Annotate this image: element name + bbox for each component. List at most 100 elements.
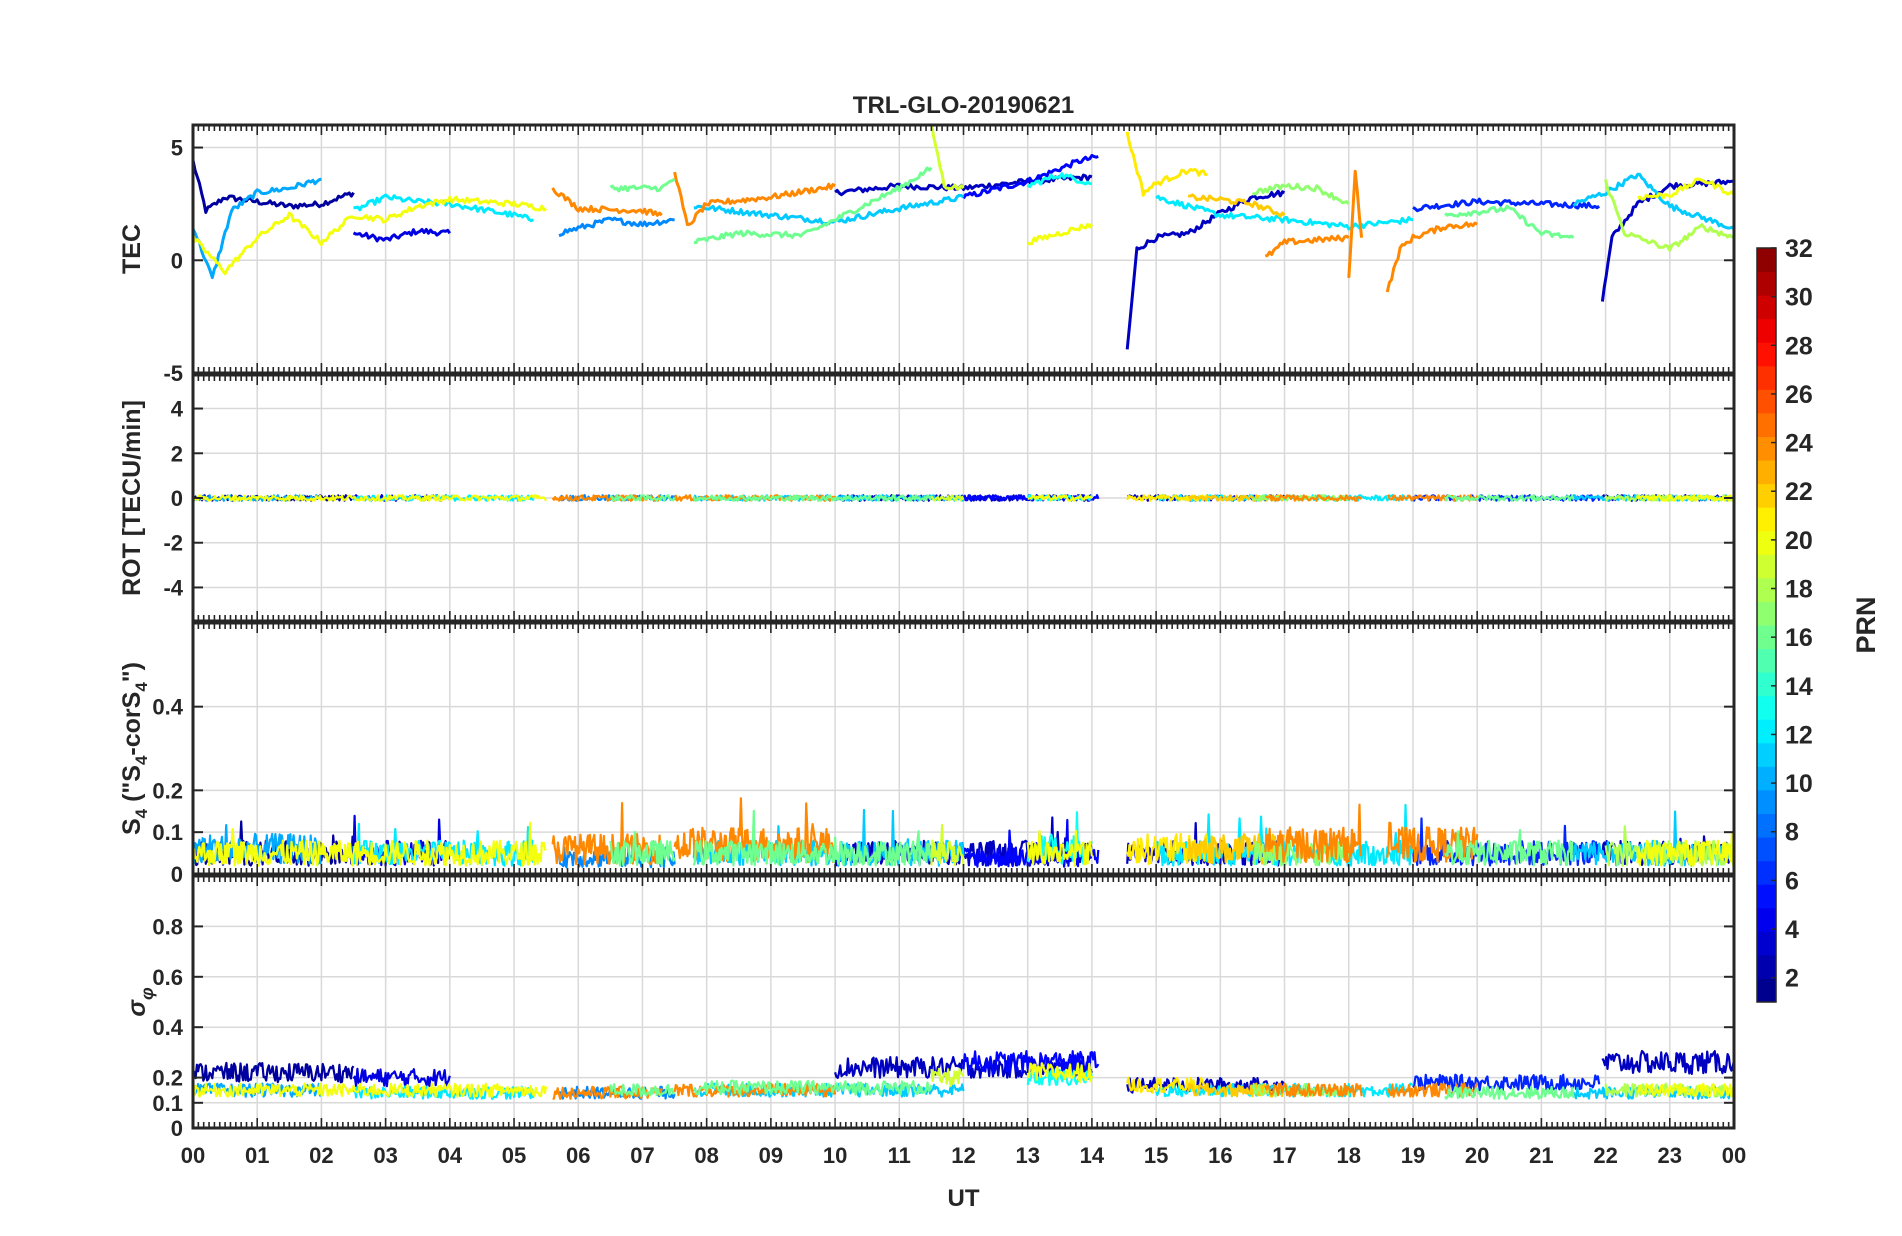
x-tick-label: 16 — [1208, 1143, 1232, 1168]
series-prn-19 — [930, 823, 965, 867]
x-tick-label: 01 — [245, 1143, 269, 1168]
series-prn-24 — [1386, 1082, 1478, 1098]
series-prn-24 — [673, 171, 836, 227]
colorbar-segment — [1757, 907, 1776, 932]
colorbar-segment — [1757, 837, 1776, 862]
series-prn-9 — [558, 216, 675, 238]
series-prn-16 — [1444, 1085, 1575, 1100]
x-tick-label: 02 — [309, 1143, 333, 1168]
series-prn-12 — [1155, 194, 1414, 231]
series-prn-20 — [193, 821, 547, 867]
x-tick-label: 23 — [1658, 1143, 1682, 1168]
colorbar-segment — [1757, 460, 1776, 485]
x-tick-label: 07 — [630, 1143, 654, 1168]
colorbar-label: PRN — [1851, 596, 1881, 653]
colorbar-segment — [1757, 483, 1776, 508]
y-tick-label: -5 — [163, 361, 183, 386]
colorbar-segment — [1757, 884, 1776, 909]
series-prn-24 — [1264, 234, 1350, 258]
series-prn-20 — [1636, 1082, 1734, 1098]
y-tick-label: 2 — [171, 441, 183, 466]
colorbar-tick-label: 20 — [1785, 527, 1813, 555]
series-prn-3 — [1126, 1076, 1286, 1094]
x-tick-label: 21 — [1529, 1143, 1553, 1168]
series-prn-16 — [692, 494, 933, 502]
series-prn-16 — [693, 166, 933, 245]
colorbar: 32 30 28 26 24 22 20 18 16 14 12 10 8 6 4 2 PRN — [1756, 235, 1881, 1003]
y-tick-label: -4 — [163, 575, 183, 600]
colorbar-tick-label: 12 — [1785, 721, 1813, 749]
series-prn-17 — [1252, 182, 1350, 205]
series-prn-24 — [551, 187, 663, 217]
colorbar-tick-label: 14 — [1785, 673, 1813, 701]
colorbar-segment — [1757, 813, 1776, 838]
colorbar-segment — [1757, 601, 1776, 626]
series-prn-21 — [1125, 131, 1208, 197]
series-prn-16 — [693, 1079, 933, 1096]
y-tick-label: 0.4 — [152, 1015, 183, 1040]
colorbar-tick-label: 16 — [1785, 624, 1813, 652]
series-prn-24 — [1347, 803, 1363, 863]
data-traces — [193, 125, 1734, 350]
colorbar-tick-label: 22 — [1785, 478, 1813, 506]
chart-title: TRL-GLO-20190621 — [853, 92, 1074, 119]
y-tick-label: 0.1 — [152, 820, 183, 845]
series-prn-20 — [1637, 177, 1734, 201]
series-prn-3 — [1125, 189, 1286, 350]
series-prn-6 — [1412, 1073, 1601, 1092]
y-tick-label: 0.6 — [152, 965, 183, 990]
data-traces — [193, 1049, 1734, 1101]
series-prn-24 — [1264, 1082, 1350, 1098]
series-prn-4 — [352, 1067, 451, 1088]
colorbar-tick-label: 26 — [1785, 381, 1813, 409]
colorbar-tick-label: 24 — [1785, 430, 1813, 458]
series-prn-24 — [1264, 826, 1350, 864]
colorbar-tick-label: 8 — [1785, 819, 1799, 847]
series-prn-24 — [551, 801, 663, 866]
series-prn-20 — [1026, 1062, 1093, 1084]
colorbar-segment — [1757, 695, 1776, 720]
panel-rot: 4 2 0 -2 -4 ROT [TECU/min] — [118, 373, 1736, 623]
colorbar-tick-label: 10 — [1785, 770, 1813, 798]
x-tick-label: 10 — [823, 1143, 847, 1168]
series-prn-13 — [1026, 172, 1092, 189]
y-tick-label: 0.2 — [152, 1066, 183, 1091]
series-prn-5 — [962, 153, 1099, 200]
y-tick-label: 0 — [171, 248, 183, 273]
colorbar-segment — [1757, 365, 1776, 390]
y-axis-label-sigma: σφ — [123, 987, 157, 1017]
colorbar-tick-label: 6 — [1785, 867, 1799, 895]
series-prn-24 — [551, 494, 663, 502]
series-prn-20 — [193, 494, 548, 502]
x-tick-label: 00 — [181, 1143, 205, 1168]
x-tick-label: 20 — [1465, 1143, 1489, 1168]
series-prn-24 — [1347, 495, 1363, 502]
panel-sigma: 0.8 0.6 0.4 0.20.10 σφ — [123, 874, 1736, 1141]
series-prn-18 — [1604, 179, 1734, 252]
colorbar-segment — [1757, 648, 1776, 673]
x-tick-label: 08 — [694, 1143, 718, 1168]
colorbar-frame — [1756, 247, 1777, 1003]
series-prn-24 — [1347, 169, 1364, 278]
data-traces — [193, 797, 1734, 869]
colorbar-segment — [1757, 672, 1776, 697]
series-prn-5 — [962, 1049, 1100, 1075]
colorbar-segment — [1757, 295, 1776, 320]
colorbar-segment — [1757, 318, 1776, 343]
series-prn-16 — [609, 1083, 676, 1098]
colorbar-tick-label: 2 — [1785, 965, 1799, 993]
colorbar-segment — [1757, 931, 1776, 956]
colorbar-segment — [1757, 507, 1776, 532]
y-tick-label: 0.4 — [152, 695, 183, 720]
colorbar-tick-label: 30 — [1785, 284, 1813, 312]
y-tick-label: 0 — [171, 862, 183, 887]
series-prn-19 — [930, 125, 965, 191]
series-prn-16 — [609, 177, 676, 193]
x-tick-label: 05 — [502, 1143, 526, 1168]
x-tick-label: 09 — [759, 1143, 783, 1168]
series-prn-24 — [1265, 494, 1350, 502]
series-prn-19 — [930, 1067, 965, 1088]
series-prn-20 — [193, 195, 548, 276]
